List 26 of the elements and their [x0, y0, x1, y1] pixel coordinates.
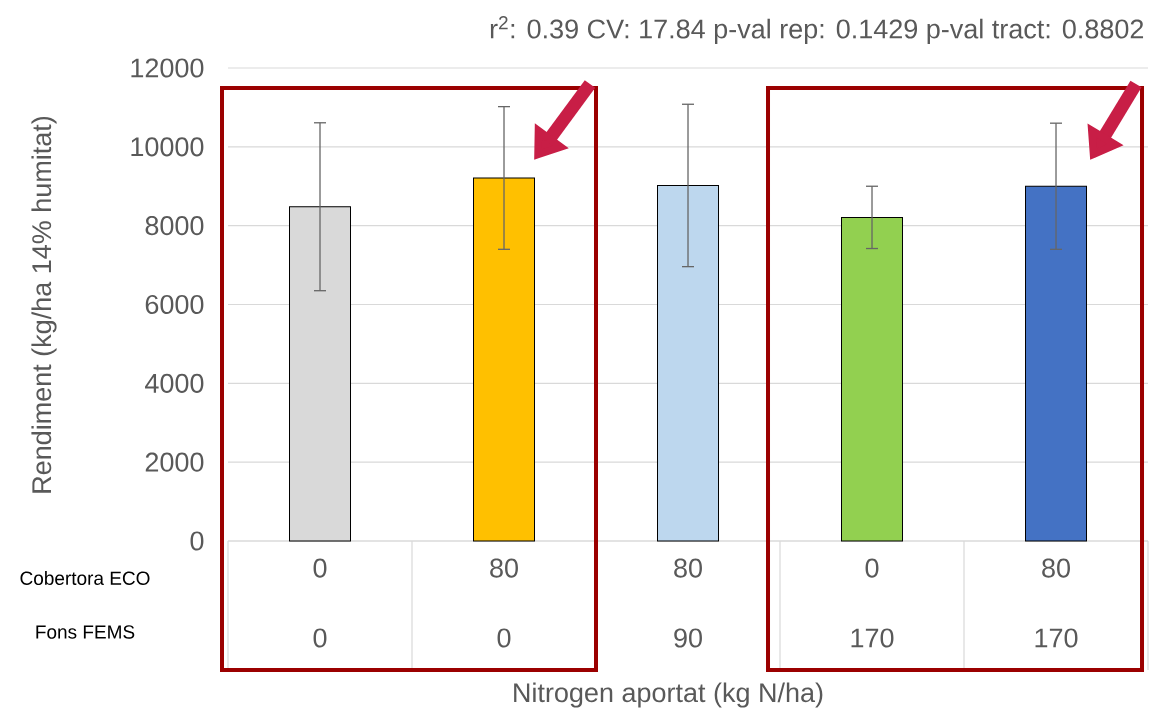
bar [1025, 185, 1088, 542]
bar [657, 184, 720, 542]
text: Cobertora ECO [20, 571, 150, 585]
text: 0 [313, 628, 327, 648]
text: r$^{2}$: 0.39 CV: 17.84 p-val rep: 0.1429 p-val tract: 0.8802 [490, 16, 1144, 44]
text: 170 [851, 628, 894, 648]
y-tick-label: 8000 [145, 216, 204, 236]
y-tick-label: 10000 [131, 137, 204, 157]
text: 170 [1035, 628, 1078, 648]
x-tick-label: 80 [674, 558, 702, 578]
y-tick-label: 12000 [131, 58, 204, 78]
x-tick-label: 80 [1042, 558, 1070, 578]
x-axis-title: Nitrogen aportat (kg N/ha) [514, 682, 823, 708]
y-axis-title: Rendiment (kg/ha 14% humitat) [31, 116, 57, 493]
y-tick-label: 0 [190, 531, 204, 551]
y-tick-label: 2000 [145, 452, 204, 472]
text: 0 [497, 628, 511, 648]
text: Fons FEMS [36, 625, 135, 639]
bar [841, 216, 904, 542]
x-tick-label: 0 [865, 558, 879, 578]
x-tick-label: 80 [490, 558, 518, 578]
text: 90 [674, 628, 702, 648]
y-tick-label: 6000 [145, 294, 204, 315]
y-tick-label: 4000 [145, 373, 204, 393]
x-tick-label: 0 [313, 558, 327, 578]
bar [473, 177, 535, 542]
